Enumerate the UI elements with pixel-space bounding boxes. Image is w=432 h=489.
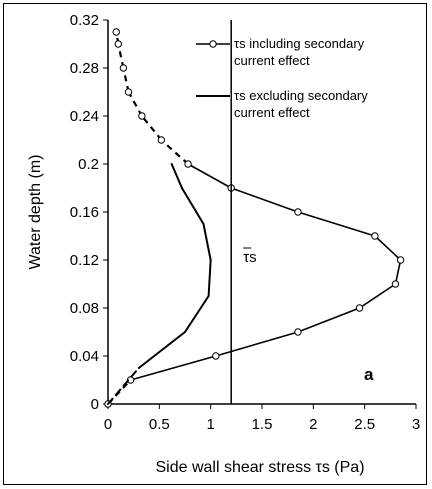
y-ticks: 0 0.04 0.08 0.12 0.16 0.2 0.24 0.28 0.32 <box>70 12 108 413</box>
series-including-segment <box>230 187 299 213</box>
series-including-point <box>112 28 120 36</box>
y-tick-label: 0.16 <box>70 204 99 221</box>
x-tick-label: 2.5 <box>354 416 375 433</box>
series-including-point <box>157 136 166 144</box>
series-including-point <box>212 352 220 360</box>
series-including-segment <box>141 115 163 141</box>
series-group <box>104 28 405 408</box>
series-including-segment <box>130 355 217 381</box>
series-including-point <box>391 280 400 288</box>
y-tick-label: 0 <box>91 396 99 413</box>
series-including-point <box>138 112 146 120</box>
axes <box>107 20 416 405</box>
series-excluding-segment <box>207 259 212 297</box>
y-axis-title: Water depth (m) <box>27 155 44 270</box>
series-including-segment <box>374 235 402 261</box>
x-tick-label: 3 <box>412 416 420 433</box>
series-excluding-segment <box>184 295 210 333</box>
y-tick-label: 0.08 <box>70 300 99 317</box>
y-tick-label: 0.28 <box>70 60 99 77</box>
mean-shear-label: τs <box>243 249 256 266</box>
series-including-segment <box>117 43 125 69</box>
legend-label-2b: current effect <box>234 105 310 120</box>
legend-label-1a: τs including secondary <box>234 36 365 51</box>
series-including-segment <box>187 163 232 189</box>
legend-marker-1 <box>209 40 217 48</box>
y-tick-label: 0.12 <box>70 252 99 269</box>
y-tick-label: 0.2 <box>78 156 99 173</box>
series-excluding-segment <box>170 163 183 189</box>
series-excluding-segment <box>107 367 140 405</box>
x-tick-label: 1 <box>206 416 214 433</box>
series-excluding-segment <box>202 223 212 261</box>
series-including-segment <box>122 67 130 93</box>
y-tick-label: 0.32 <box>70 12 99 29</box>
series-excluding-segment <box>137 331 186 369</box>
series-including-segment <box>297 211 376 237</box>
series-including-point <box>396 256 405 264</box>
x-tick-label: 0 <box>104 416 112 433</box>
legend: τs including secondary current effect τs… <box>196 36 368 120</box>
series-including-segment <box>160 139 189 165</box>
x-axis-title: Side wall shear stress τs (Pa) <box>155 459 364 476</box>
series-including-segment <box>215 331 299 357</box>
legend-label-2a: τs excluding secondary <box>234 88 368 103</box>
series-excluding-segment <box>180 187 205 225</box>
series-including-segment <box>297 307 360 333</box>
series-including-segment <box>359 283 396 309</box>
y-tick-label: 0.04 <box>70 348 99 365</box>
series-including-point <box>124 88 133 96</box>
x-tick-label: 1.5 <box>252 416 273 433</box>
series-including-segment <box>394 259 402 285</box>
series-including-point <box>355 304 364 312</box>
panel-label: a <box>364 365 374 384</box>
series-including-point <box>294 328 302 336</box>
series-including-point <box>114 40 122 48</box>
y-tick-label: 0.24 <box>70 108 99 125</box>
legend-label-1b: current effect <box>234 53 310 68</box>
series-including-point <box>371 232 379 240</box>
series-including-point <box>294 208 302 216</box>
x-tick-label: 0.5 <box>149 416 170 433</box>
series-including-point <box>184 160 192 168</box>
series-including-segment <box>127 91 143 117</box>
series-including-point <box>119 64 128 72</box>
x-ticks: 0 0.5 1 1.5 2 2.5 3 <box>104 404 420 433</box>
x-tick-label: 2 <box>309 416 317 433</box>
